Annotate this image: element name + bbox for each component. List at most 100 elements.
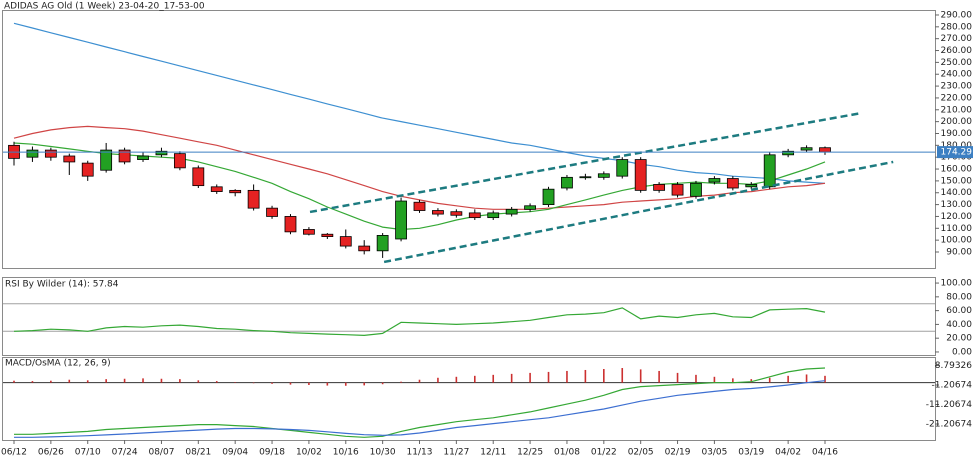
osma-bar xyxy=(142,378,144,383)
y-tick-label: 110.00 xyxy=(941,224,973,234)
x-tick-label: 08/07 xyxy=(148,448,174,458)
candle-body xyxy=(395,200,407,240)
osma-bar xyxy=(492,374,495,383)
x-tick-label: 01/22 xyxy=(591,448,617,458)
osma-bar xyxy=(473,375,476,383)
moving-average xyxy=(13,22,826,184)
y-tick-label: 60.00 xyxy=(946,306,972,316)
osma-bar xyxy=(289,382,292,385)
x-tick-label: 11/13 xyxy=(407,448,433,458)
x-tick-label: 03/05 xyxy=(701,448,727,458)
y-tick-label: 0.00 xyxy=(952,347,972,357)
last-price-label: 174.29 xyxy=(941,148,973,158)
candle-body xyxy=(376,235,389,252)
candle-body xyxy=(432,210,444,215)
y-tick-label: 20.00 xyxy=(946,334,972,344)
y-tick-label: 270.00 xyxy=(941,34,973,44)
osma-bar xyxy=(381,382,384,385)
osma-bar xyxy=(529,372,531,383)
chart-title: ADIDAS AG Old (1 Week) 23-04-20_17-53-00 xyxy=(4,2,205,12)
y-tick-label: 290.00 xyxy=(941,10,973,20)
candle-body xyxy=(63,155,76,163)
candle-body xyxy=(763,154,776,188)
osma-bar xyxy=(418,379,421,383)
candle-body xyxy=(229,189,242,194)
candle-body xyxy=(579,176,592,179)
candle-body xyxy=(671,184,684,196)
osma-bar xyxy=(676,372,679,383)
moving-average xyxy=(13,142,826,231)
candle-body xyxy=(634,159,647,191)
macd-title: MACD/OsMA (12, 26, 9) xyxy=(5,359,111,369)
candle-body xyxy=(561,176,573,189)
y-tick-label: -1.20674 xyxy=(932,381,973,391)
osma-bar xyxy=(105,379,107,383)
osma-bar xyxy=(824,375,826,383)
candle-body xyxy=(726,178,739,189)
candle-body xyxy=(653,184,666,191)
candle-body xyxy=(800,147,813,151)
osma-bar xyxy=(658,370,660,383)
osma-bar xyxy=(123,378,126,383)
osma-bar xyxy=(234,382,236,383)
candle-body xyxy=(118,149,131,163)
osma-bar xyxy=(160,378,163,383)
x-tick-label: 09/18 xyxy=(259,448,285,458)
last-price-box xyxy=(937,146,973,159)
y-tick-label: 40.00 xyxy=(946,320,972,330)
x-tick-label: 03/19 xyxy=(738,448,764,458)
y-tick-label: 260.00 xyxy=(941,46,973,56)
x-tick-label: 10/30 xyxy=(370,448,396,458)
osma-bar xyxy=(363,382,366,386)
osma-bar xyxy=(68,379,71,383)
candle-body xyxy=(100,149,113,171)
candle-body xyxy=(26,149,39,158)
x-tick-label: 04/16 xyxy=(812,448,838,458)
candle-body xyxy=(137,155,149,160)
osma-bar xyxy=(584,369,587,383)
y-tick-label: 120.00 xyxy=(941,212,973,222)
trendline xyxy=(383,160,894,264)
rsi-title: RSI By Wilder (14): 57.84 xyxy=(5,280,119,290)
x-tick-label: 12/11 xyxy=(480,448,506,458)
y-tick-label: 8.79326 xyxy=(935,361,972,371)
osma-bar xyxy=(787,375,789,383)
osma-bar xyxy=(639,369,642,383)
candle-body xyxy=(450,211,463,216)
candle-body xyxy=(745,184,758,188)
osma-bar xyxy=(271,382,273,384)
y-tick-label: 130.00 xyxy=(941,200,973,210)
x-tick-label: 01/08 xyxy=(554,448,580,458)
y-tick-label: 240.00 xyxy=(941,70,973,80)
candle-body xyxy=(266,207,278,217)
y-tick-label: -11.20674 xyxy=(926,400,972,410)
y-tick-label: 80.00 xyxy=(946,292,972,302)
candle-body xyxy=(413,201,426,211)
osma-bar xyxy=(326,382,329,386)
candle-body xyxy=(192,167,205,187)
osma-bar xyxy=(695,374,697,383)
x-tick-label: 12/25 xyxy=(517,448,543,458)
osma-bar xyxy=(179,379,181,383)
x-tick-label: 08/21 xyxy=(185,448,211,458)
osma-bar xyxy=(215,381,218,383)
candle-body xyxy=(524,205,536,210)
x-tick-label: 10/02 xyxy=(296,448,322,458)
candle-body xyxy=(690,182,702,197)
osma-bar xyxy=(308,382,310,385)
osma-bar xyxy=(13,380,15,383)
osma-bar xyxy=(547,371,550,383)
candle-body xyxy=(155,150,168,156)
osma-bar xyxy=(566,370,568,383)
osma-bar xyxy=(252,382,255,384)
osma-bar xyxy=(197,380,200,383)
macd-line xyxy=(14,367,826,438)
candle-body xyxy=(321,233,334,237)
x-tick-label: 09/04 xyxy=(222,448,248,458)
candle-body xyxy=(819,147,831,153)
macd-panel xyxy=(2,357,936,441)
osma-bar xyxy=(437,377,439,383)
osma-bar xyxy=(713,376,716,383)
